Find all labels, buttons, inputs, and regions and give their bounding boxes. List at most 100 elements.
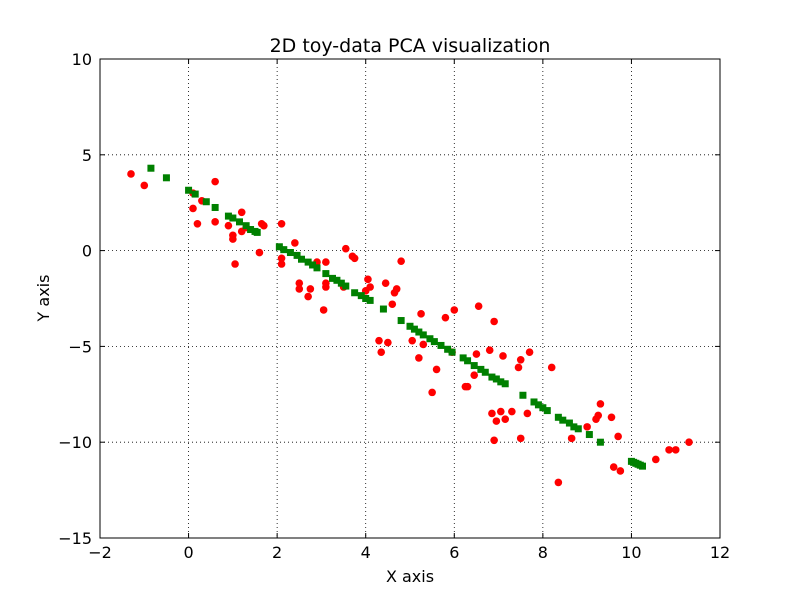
- circle-marker: [665, 446, 673, 454]
- square-marker: [415, 328, 423, 336]
- circle-marker: [567, 434, 576, 443]
- circle-marker: [492, 417, 501, 425]
- square-marker: [639, 462, 646, 470]
- x-tick-label: −2: [88, 543, 112, 562]
- square-marker: [162, 174, 170, 182]
- circle-marker: [490, 436, 498, 445]
- y-tick-label: 0: [82, 242, 92, 261]
- circle-marker: [609, 463, 618, 471]
- circle-marker: [397, 257, 405, 265]
- x-tick-label: 4: [361, 543, 371, 562]
- circle-marker: [474, 302, 483, 310]
- circle-marker: [499, 352, 507, 360]
- circle-marker: [384, 338, 392, 347]
- axis-ticks: −2 0 2 4 6 8 10 12 −15 −10 −5 0 5 10: [58, 50, 730, 562]
- square-marker: [329, 274, 336, 282]
- square-marker: [275, 243, 283, 251]
- circle-marker: [594, 411, 603, 420]
- plot-area: [100, 59, 720, 538]
- square-marker: [229, 214, 237, 222]
- square-marker: [304, 258, 312, 266]
- y-axis-label: Y axis: [34, 275, 53, 323]
- square-marker: [419, 331, 427, 339]
- circle-marker: [415, 354, 423, 362]
- square-marker: [342, 282, 350, 290]
- square-marker: [437, 341, 445, 349]
- circle-marker: [231, 260, 239, 268]
- circle-marker: [127, 170, 135, 178]
- square-marker: [357, 292, 365, 300]
- square-marker: [253, 228, 261, 236]
- circle-marker: [193, 219, 202, 228]
- square-marker: [444, 345, 452, 353]
- square-marker: [530, 398, 538, 406]
- circle-marker: [547, 363, 556, 372]
- x-tick-label: 10: [621, 543, 641, 562]
- x-tick-label: 6: [449, 543, 459, 562]
- square-marker: [313, 264, 321, 272]
- circle-marker: [322, 258, 330, 266]
- data-points: [127, 164, 693, 487]
- square-marker: [351, 289, 359, 297]
- circle-marker: [366, 283, 374, 291]
- square-marker: [559, 416, 567, 424]
- square-marker: [286, 249, 294, 257]
- circle-marker: [583, 423, 591, 431]
- square-marker: [492, 375, 500, 383]
- circle-marker: [514, 363, 523, 372]
- circle-marker: [277, 260, 286, 268]
- square-marker: [397, 317, 405, 325]
- circle-marker: [291, 239, 299, 247]
- circle-marker: [472, 350, 481, 358]
- square-marker: [481, 368, 489, 376]
- circle-marker: [428, 388, 436, 397]
- square-marker: [543, 407, 551, 415]
- circle-marker: [375, 336, 383, 345]
- square-marker: [534, 401, 542, 409]
- circle-marker: [651, 455, 660, 464]
- x-tick-label: 12: [710, 543, 730, 562]
- square-marker: [309, 261, 317, 269]
- square-marker: [406, 322, 414, 330]
- square-marker: [191, 190, 199, 198]
- square-marker: [470, 362, 478, 370]
- square-marker: [379, 305, 387, 313]
- circle-marker: [388, 300, 397, 309]
- chart-title: 2D toy-data PCA visualization: [270, 35, 551, 57]
- square-marker: [236, 218, 243, 226]
- circle-marker: [295, 285, 304, 293]
- circle-marker: [277, 254, 286, 263]
- square-marker: [185, 186, 193, 194]
- x-axis-label: X axis: [386, 567, 434, 586]
- circle-marker: [408, 336, 417, 345]
- square-marker: [477, 365, 485, 373]
- circle-marker: [224, 221, 233, 230]
- square-marker: [293, 251, 301, 259]
- circle-marker: [211, 218, 219, 226]
- circle-marker: [523, 409, 532, 418]
- circle-marker: [516, 356, 525, 364]
- square-marker: [147, 164, 155, 172]
- circle-marker: [229, 235, 237, 243]
- square-marker: [430, 338, 438, 346]
- circle-marker: [419, 340, 428, 349]
- square-marker: [426, 335, 434, 343]
- circle-marker: [306, 285, 315, 293]
- circle-marker: [488, 409, 496, 418]
- circle-marker: [450, 306, 459, 314]
- circle-marker: [255, 248, 264, 257]
- square-marker: [362, 295, 370, 302]
- square-marker: [298, 255, 305, 263]
- square-marker: [459, 354, 467, 362]
- square-marker: [337, 279, 345, 287]
- square-marker: [211, 203, 219, 211]
- circle-marker: [496, 407, 505, 416]
- circle-marker: [237, 208, 246, 217]
- circle-marker: [516, 434, 525, 443]
- y-tick-label: −10: [58, 433, 92, 452]
- circle-marker: [350, 254, 359, 263]
- square-marker: [280, 246, 288, 254]
- circle-marker: [671, 446, 680, 454]
- circle-marker: [304, 292, 312, 301]
- square-marker: [242, 222, 250, 230]
